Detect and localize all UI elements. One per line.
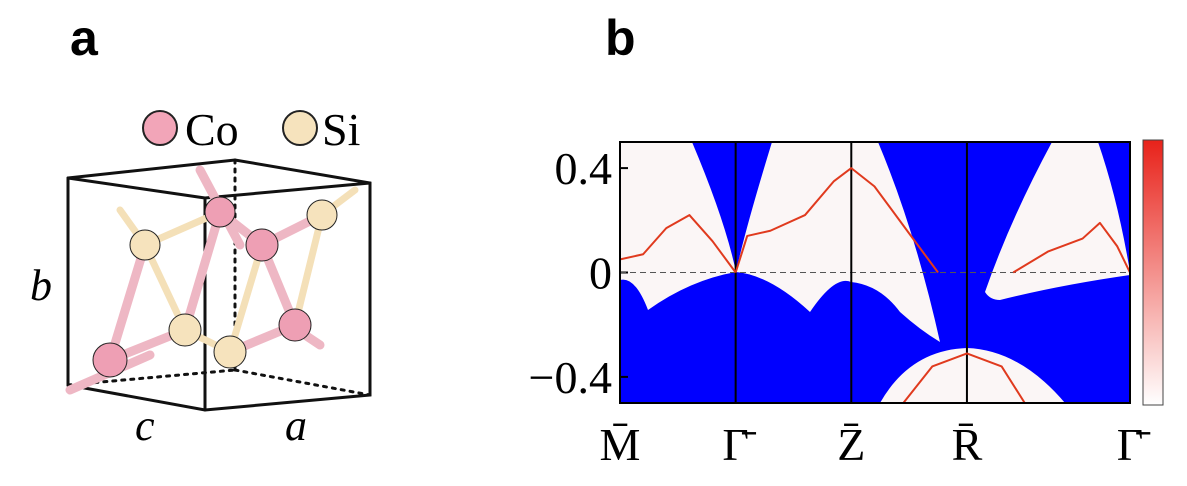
legend-label: Si	[322, 104, 360, 155]
surface-band	[734, 167, 939, 274]
axis-label: c	[135, 401, 155, 450]
bulk-continuum	[620, 142, 1130, 403]
x-tick-label: Z̄	[837, 419, 865, 470]
x-tick-label: R̄	[952, 419, 983, 470]
surface-band	[1012, 221, 1130, 274]
panel-label: a	[70, 10, 99, 66]
y-tick-label: 0.4	[555, 143, 613, 194]
surface-band	[902, 352, 1026, 403]
x-tick-label: M̄	[600, 419, 641, 470]
x-tick-label: Γ̄	[1117, 419, 1152, 470]
y-tick-label: −0.4	[529, 352, 612, 403]
crystal	[65, 158, 372, 412]
legend-swatch	[142, 110, 178, 146]
colorbar	[1142, 139, 1164, 406]
surface-band	[620, 214, 737, 274]
axis-label: b	[30, 261, 52, 310]
legend-swatch	[282, 110, 318, 146]
y-tick-label: 0	[589, 248, 612, 299]
axis-label: a	[285, 401, 307, 450]
plot-frame	[619, 141, 1131, 404]
panel-label: b	[605, 10, 636, 66]
legend-label: Co	[185, 104, 239, 155]
x-tick-label: Γ̄	[722, 419, 757, 470]
